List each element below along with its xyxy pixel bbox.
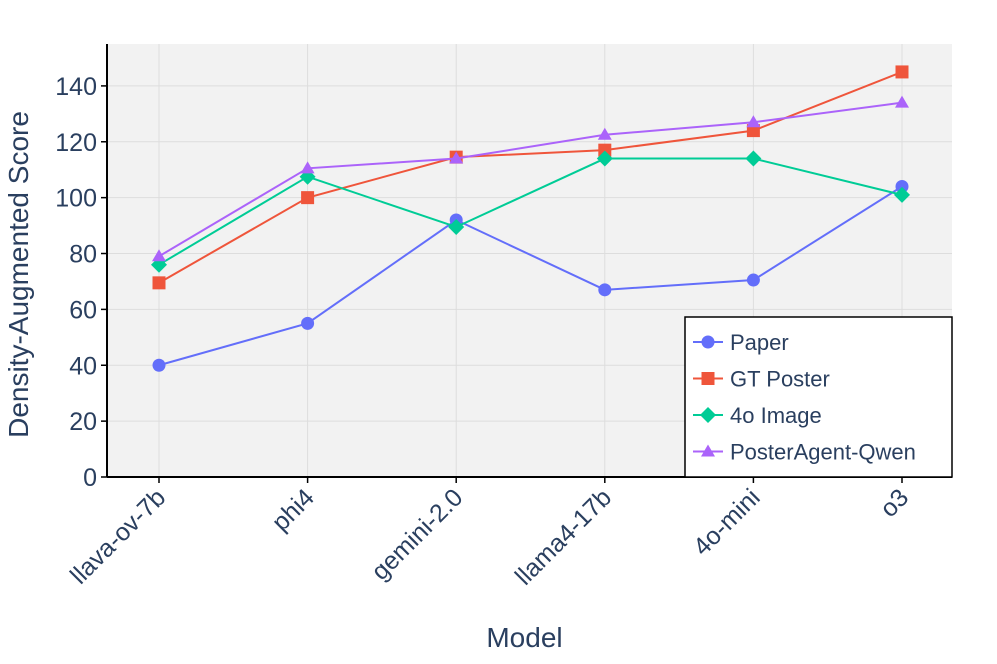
data-point-gt-poster [301,191,315,205]
data-point-posteragent-qwen [449,151,464,164]
data-point-paper [895,179,909,193]
data-point-gt-poster [598,143,612,157]
series-line-paper [158,185,903,367]
data-point-gt-poster [152,276,166,290]
legend-marker-posteragent-qwen [701,444,715,457]
series-line-posteragent-qwen [158,101,903,258]
data-point-posteragent-qwen [300,161,315,174]
legend-marker-4o-image [700,407,716,423]
y-tick-label: 140 [55,73,97,101]
series-line-4o-image [158,157,903,266]
y-tick-label: 80 [69,241,97,269]
y-tick-label: 0 [83,464,97,492]
y-axis-title: Density-Augmented Score [3,111,34,438]
y-tick-label: 40 [69,352,97,380]
y-tick-label: 120 [55,129,97,157]
data-point-posteragent-qwen [746,115,761,128]
data-point-paper [598,283,612,297]
data-point-4o-image [745,150,762,167]
y-tick-label: 60 [69,296,97,324]
data-point-paper [301,316,315,330]
data-point-paper [152,358,166,372]
x-axis-title: Model [486,622,562,653]
data-point-4o-image [448,218,465,235]
data-point-posteragent-qwen [597,127,612,140]
data-point-posteragent-qwen [895,95,909,108]
data-point-4o-image [596,150,613,167]
x-tick-label: phi4 [267,483,320,536]
series-line-gt-poster [158,71,903,284]
legend-label: PosterAgent-Qwen [730,440,916,465]
legend-marker-paper [701,335,715,349]
data-point-paper [746,273,760,287]
data-point-posteragent-qwen [152,249,166,262]
x-tick-label: llava-ov-7b [65,483,171,589]
data-point-4o-image [894,186,910,203]
legend-label: Paper [730,330,789,355]
legend-label: GT Poster [730,367,830,392]
x-tick-label: 4o-mini [688,483,766,561]
data-point-gt-poster [895,65,909,79]
x-tick-label: o3 [875,483,914,522]
legend-box [684,316,953,478]
legend-label: 4o Image [730,403,822,428]
y-tick-label: 100 [55,185,97,213]
legend-marker-gt-poster [701,372,715,385]
y-tick-label: 20 [69,408,97,436]
data-point-gt-poster [746,124,760,138]
x-tick-label: gemini-2.0 [366,483,468,585]
x-tick-label: llama4-17b [510,483,617,590]
